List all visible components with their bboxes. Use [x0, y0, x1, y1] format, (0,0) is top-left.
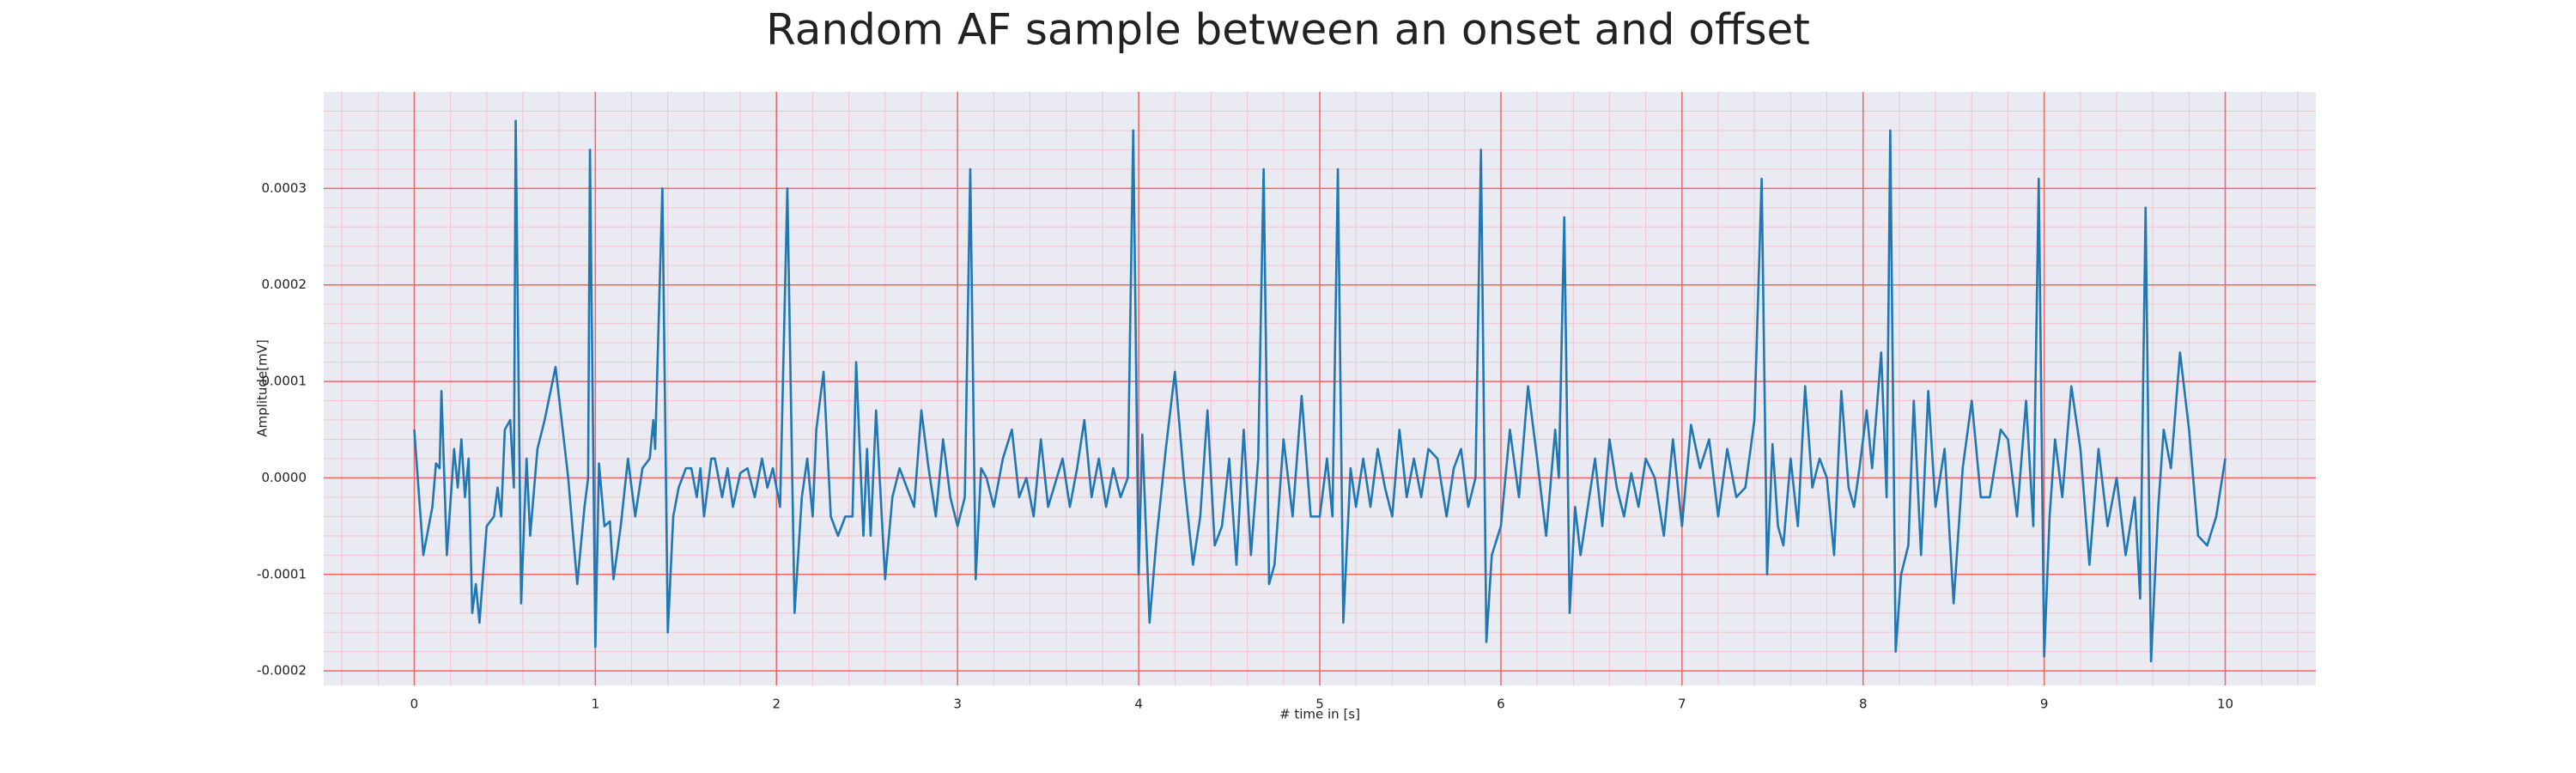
- y-axis-label: Amplitude[mV]: [255, 339, 270, 436]
- x-tick-label: 7: [1678, 697, 1686, 712]
- x-axis-label: # time in [s]: [1279, 707, 1360, 722]
- signal-line: [413, 119, 2227, 663]
- y-tick-label: -0.0002: [257, 663, 307, 679]
- y-tick-label: 0.0001: [262, 374, 307, 389]
- x-tick-label: 9: [2040, 697, 2049, 712]
- chart-title: Random AF sample between an onset and of…: [766, 5, 1810, 55]
- y-tick-label: -0.0001: [257, 566, 307, 581]
- y-tick-label: 0.0002: [262, 277, 307, 292]
- x-tick-label: 1: [592, 697, 600, 712]
- x-tick-label: 8: [1859, 697, 1868, 712]
- x-tick-label: 6: [1497, 697, 1505, 712]
- x-tick-label: 0: [410, 697, 419, 712]
- x-tick-label: 10: [2217, 697, 2233, 712]
- x-tick-label: 4: [1134, 697, 1143, 712]
- x-tick-label: 5: [1315, 697, 1324, 712]
- y-tick-label: 0.0000: [262, 470, 307, 485]
- x-tick-label: 2: [772, 697, 781, 712]
- x-tick-label: 3: [953, 697, 962, 712]
- y-tick-label: 0.0003: [262, 180, 307, 196]
